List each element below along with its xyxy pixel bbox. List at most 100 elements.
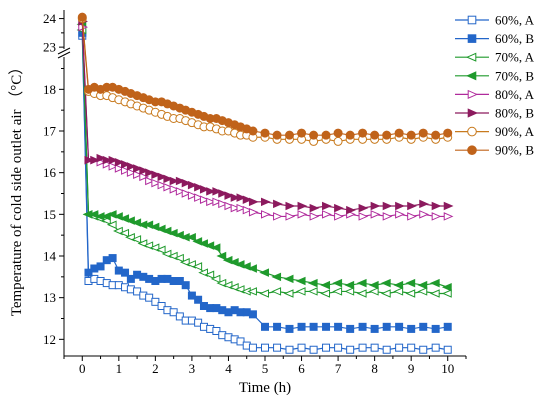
- data-point: [145, 168, 155, 177]
- data-point: [467, 126, 477, 137]
- data-point: [368, 280, 379, 290]
- data-point: [199, 195, 210, 205]
- data-point: [151, 178, 162, 188]
- data-point: [114, 157, 125, 167]
- data-point: [297, 210, 308, 219]
- data-point: [322, 322, 331, 331]
- data-point: [151, 297, 160, 306]
- data-point: [465, 71, 477, 81]
- y-tick-label: 16: [43, 165, 57, 180]
- data-point: [370, 343, 379, 352]
- y-axis-title: Temperature of cold side outlet air （°C）: [8, 60, 25, 317]
- data-point: [322, 210, 332, 219]
- data-point: [431, 130, 441, 140]
- data-point: [465, 52, 477, 62]
- data-point: [108, 162, 119, 171]
- data-point: [84, 268, 93, 277]
- data-point: [345, 130, 355, 140]
- data-point: [419, 322, 428, 331]
- data-point: [206, 187, 216, 196]
- data-point: [370, 201, 381, 211]
- data-point: [297, 201, 308, 211]
- data-point: [194, 295, 203, 304]
- data-point: [443, 322, 452, 331]
- data-point: [247, 264, 257, 273]
- data-point: [407, 201, 417, 211]
- axis-break-mask: [58, 49, 70, 57]
- data-point: [261, 197, 271, 207]
- series-80-a: [78, 22, 454, 221]
- data-point: [186, 232, 196, 242]
- legend-label: 90%, A: [495, 124, 535, 139]
- x-tick-label: 8: [371, 361, 378, 376]
- data-point: [405, 289, 416, 298]
- data-point: [248, 197, 259, 207]
- series-80-b: [78, 17, 454, 215]
- y-tick-label: 12: [43, 332, 56, 347]
- data-point: [194, 193, 204, 202]
- data-point: [212, 187, 223, 196]
- data-point: [155, 245, 166, 255]
- data-point: [283, 274, 294, 284]
- data-point: [295, 287, 306, 296]
- data-point: [133, 170, 143, 180]
- data-point: [242, 205, 253, 215]
- data-point: [248, 343, 257, 352]
- data-point: [332, 287, 343, 296]
- data-point: [395, 322, 404, 331]
- data-point: [212, 197, 223, 207]
- data-point: [210, 274, 221, 284]
- data-point: [358, 128, 368, 138]
- data-point: [309, 203, 320, 213]
- data-point: [96, 262, 105, 271]
- data-point: [395, 343, 404, 352]
- data-point: [194, 318, 203, 327]
- y-tick-label: 14: [43, 249, 57, 264]
- data-point: [358, 343, 367, 352]
- data-point: [169, 308, 178, 317]
- legend: 60%, A 60%, B 70%, A 70%, B 80%, A 80%, B 90%,…: [455, 13, 535, 158]
- data-point: [218, 189, 228, 198]
- data-point: [297, 128, 307, 138]
- data-point: [358, 212, 369, 221]
- data-point: [393, 287, 404, 296]
- data-point: [407, 212, 417, 221]
- legend-item: 80%, B: [455, 106, 534, 121]
- data-point: [131, 235, 142, 244]
- data-point: [417, 280, 428, 290]
- data-point: [320, 289, 331, 298]
- x-tick-label: 7: [335, 361, 342, 376]
- data-point: [126, 168, 137, 177]
- data-point: [224, 191, 235, 200]
- data-point: [272, 130, 282, 140]
- data-point: [106, 220, 117, 230]
- data-point: [259, 289, 269, 298]
- data-point: [145, 293, 154, 302]
- data-point: [248, 207, 259, 217]
- data-point: [419, 345, 428, 354]
- data-point: [248, 310, 257, 319]
- data-point: [108, 254, 117, 263]
- data-point: [295, 276, 306, 286]
- data-point: [273, 322, 282, 331]
- data-point: [194, 182, 204, 192]
- data-point: [248, 126, 258, 136]
- data-point: [405, 278, 416, 288]
- data-point: [204, 270, 215, 280]
- data-point: [187, 191, 198, 200]
- data-point: [320, 280, 331, 290]
- data-point: [441, 282, 452, 292]
- data-point: [467, 145, 477, 155]
- data-point: [126, 162, 137, 171]
- series-60-b: [78, 28, 452, 333]
- data-point: [393, 280, 404, 290]
- data-point: [260, 128, 270, 138]
- data-point: [119, 228, 130, 238]
- data-point: [163, 174, 174, 184]
- plot-series: [76, 12, 454, 354]
- data-point: [309, 212, 320, 221]
- data-point: [431, 201, 442, 211]
- data-point: [236, 193, 247, 202]
